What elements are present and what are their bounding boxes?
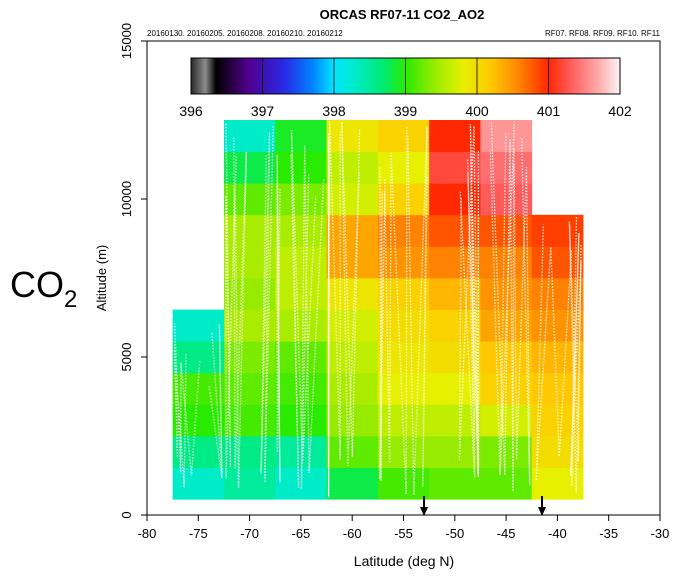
heatmap-cell [173,341,225,373]
heatmap-cell [275,152,327,184]
x-tick-label: -50 [445,526,464,541]
x-tick-label: -70 [240,526,259,541]
x-tick-label: -65 [292,526,311,541]
heatmap-cell [378,310,430,342]
heatmap-cell [532,436,584,468]
heatmap-cell [224,436,276,468]
heatmap-cell [480,468,532,500]
y-tick-label: 5000 [119,343,134,372]
heatmap-cell [224,468,276,500]
heatmap-cell [378,246,430,278]
y-tick-label: 15000 [119,23,134,59]
chart-subtitle-right: RF07. RF08. RF09. RF10. RF11 [545,29,661,38]
heatmap-cell [480,404,532,436]
heatmap-cell [275,341,327,373]
heatmap-cell [378,152,430,184]
heatmap-cell [327,373,379,405]
colorbar-tick-label: 402 [608,103,632,119]
x-axis-label: Latitude (deg N) [354,553,454,569]
x-tick-label: -60 [343,526,362,541]
side-co2-subscript: 2 [64,286,77,313]
heatmap-cell [275,278,327,310]
heatmap-cell [429,152,481,184]
colorbar-tick-label: 396 [179,103,203,119]
colorbar-tick-label: 399 [394,103,418,119]
heatmap-cell [224,404,276,436]
heatmap-cell [275,120,327,152]
y-axis-label: Altitude (m) [94,245,109,311]
heatmap-cell [275,310,327,342]
heatmap-cell [429,468,481,500]
x-tick-label: -30 [651,526,670,541]
heatmap-cell [480,120,532,152]
heatmap-cell [327,468,379,500]
x-tick-label: -55 [394,526,413,541]
x-tick-label: -40 [548,526,567,541]
colorbar-tick-label: 397 [251,103,275,119]
heatmap-cell [327,404,379,436]
heatmap-cell [480,183,532,215]
heatmap-cell [275,183,327,215]
chart-subtitle-left: 20160130. 20160205. 20160208. 20160210. … [147,29,343,38]
heatmap-cell [327,215,379,247]
heatmap-cell [275,246,327,278]
heatmap-cell [532,278,584,310]
colorbar-tick-label: 398 [322,103,346,119]
x-tick-label: -80 [138,526,157,541]
heatmap-cell [378,341,430,373]
chart-title: ORCAS RF07-11 CO2_AO2 [320,7,485,22]
x-tick-label: -75 [189,526,208,541]
heatmap-cell [173,310,225,342]
heatmap-cell [378,373,430,405]
x-tick-label: -35 [599,526,618,541]
heatmap-cell [480,436,532,468]
heatmap-cell [480,152,532,184]
heatmap-cell [378,278,430,310]
colorbar-tick-label: 401 [537,103,561,119]
heatmap-cell [275,215,327,247]
side-co2-main: CO [10,264,64,305]
heatmap-cell [327,152,379,184]
x-tick-label: -45 [497,526,516,541]
heatmap-cell [378,120,430,152]
colorbar-tick-label: 400 [465,103,489,119]
heatmap-cell [224,120,276,152]
heatmap-cell [429,183,481,215]
y-tick-label: 0 [119,511,134,518]
heatmap-cell [327,183,379,215]
heatmap-cell [224,373,276,405]
heatmap-cell [327,278,379,310]
heatmap-cell [378,468,430,500]
y-tick-label: 10000 [119,181,134,217]
heatmap-cell [327,120,379,152]
